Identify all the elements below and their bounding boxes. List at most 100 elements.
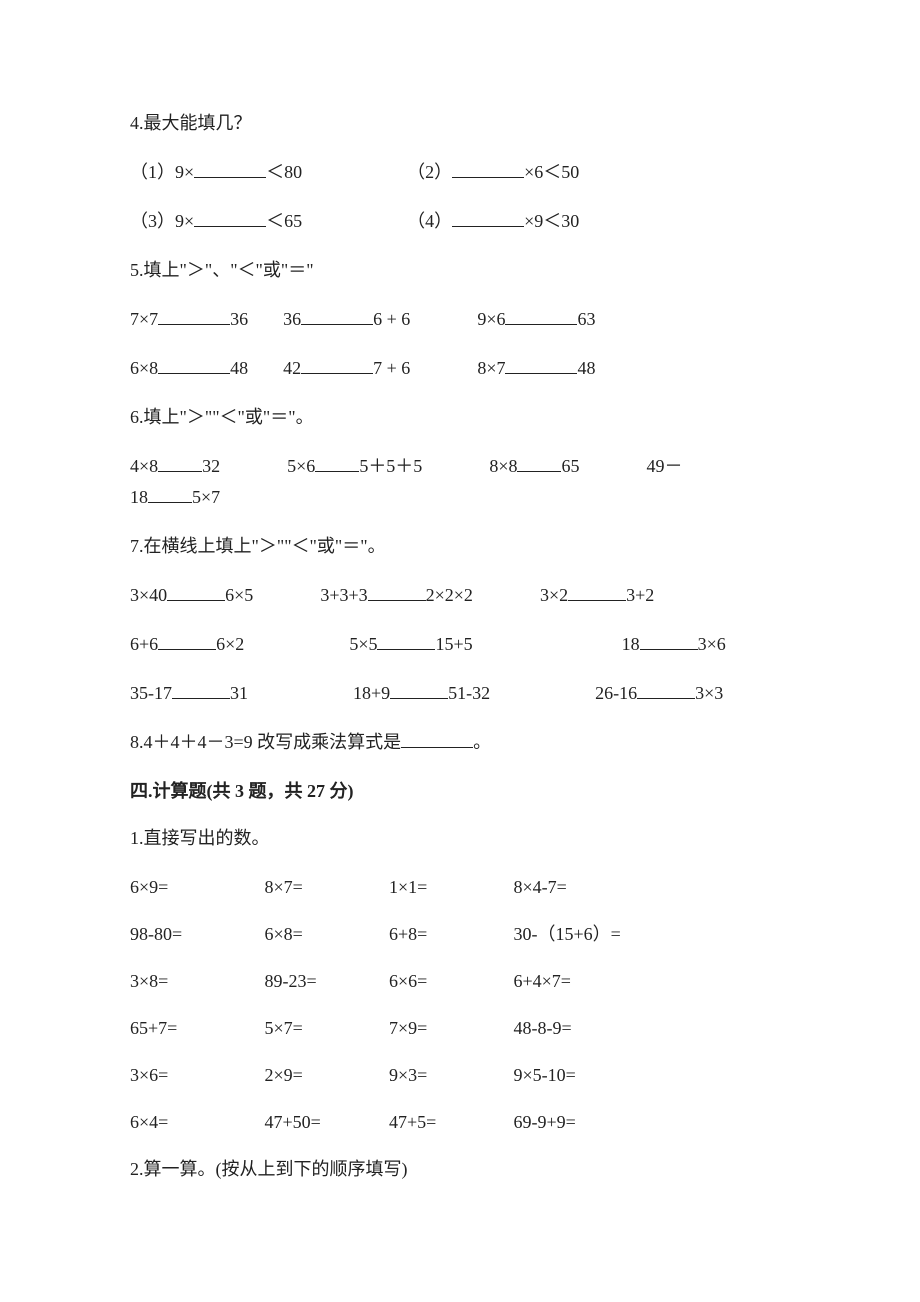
q5-r1-blank-c[interactable]: [505, 306, 577, 325]
calc1-r2-c0: 3×8=: [130, 968, 260, 995]
q5-r2-b-right: 7 + 6: [373, 358, 410, 378]
q6-row2: 18 5×7: [130, 484, 790, 511]
q5-r2-blank-c[interactable]: [505, 355, 577, 374]
q6-r2-blank[interactable]: [148, 484, 192, 503]
calc1-r1-c0: 98-80=: [130, 921, 260, 948]
calc1-title: 1.直接写出的数。: [130, 825, 790, 852]
q7-r2-blank-a[interactable]: [158, 631, 216, 650]
q7-r3-a-left: 35-17: [130, 683, 172, 703]
q5-r1-c-left: 9×6: [477, 309, 505, 329]
calc1-r3-c0: 65+7=: [130, 1015, 260, 1042]
q7-r3-b-right: 51-32: [448, 683, 490, 703]
q6-r1-blank-a[interactable]: [158, 453, 202, 472]
q5-r2-a-right: 48: [230, 358, 248, 378]
calc1-r5-c0: 6×4=: [130, 1109, 260, 1136]
q4-item3-tail: ＜65: [266, 211, 302, 231]
q7-r3-blank-a[interactable]: [172, 680, 230, 699]
calc1-r5-c3: 69-9+9=: [514, 1109, 576, 1136]
q6-title: 6.填上"＞""＜"或"＝"。: [130, 404, 790, 431]
q8-text-after: 。: [473, 732, 491, 752]
q7-r1-b-right: 2×2×2: [426, 585, 473, 605]
calc1-row-1: 98-80= 6×8= 6+8= 30-（15+6）=: [130, 921, 790, 948]
q7-r2-a-right: 6×2: [216, 634, 244, 654]
q4-item2-label: （2）: [407, 162, 452, 182]
q6-r2-right: 5×7: [192, 487, 220, 507]
calc1-row-5: 6×4= 47+50= 47+5= 69-9+9=: [130, 1109, 790, 1136]
q5-r2-b-left: 42: [283, 358, 301, 378]
q5-row1: 7×736 366 + 6 9×663: [130, 306, 790, 333]
calc2-title: 2.算一算。(按从上到下的顺序填写): [130, 1156, 790, 1183]
calc1-r1-c1: 6×8=: [265, 921, 385, 948]
q5-r2-c-left: 8×7: [477, 358, 505, 378]
q8-line: 8.4＋4＋4－3=9 改写成乘法算式是 。: [130, 729, 790, 756]
q7-r2-a-left: 6+6: [130, 634, 158, 654]
q5-row2: 6×848 427 + 6 8×748: [130, 355, 790, 382]
calc1-r5-c1: 47+50=: [265, 1109, 385, 1136]
q5-r2-c-right: 48: [577, 358, 595, 378]
q7-r3-c-left: 26-16: [595, 683, 637, 703]
q6-r1-c-right: 65: [561, 456, 579, 476]
q4-row2: （3）9×＜65 （4）×9＜30: [130, 208, 790, 235]
q4-blank-1[interactable]: [194, 159, 266, 178]
q8-blank[interactable]: [401, 729, 473, 748]
q4-blank-4[interactable]: [452, 208, 524, 227]
q4-blank-2[interactable]: [452, 159, 524, 178]
q5-r2-blank-b[interactable]: [301, 355, 373, 374]
calc1-r3-c1: 5×7=: [265, 1015, 385, 1042]
q7-r3-b-left: 18+9: [353, 683, 390, 703]
q5-title: 5.填上"＞"、"＜"或"＝": [130, 257, 790, 284]
q6-r1-b-left: 5×6: [287, 456, 315, 476]
q5-r2-blank-a[interactable]: [158, 355, 230, 374]
q4-title: 4.最大能填几？: [130, 110, 790, 137]
q7-r1-c-left: 3×2: [540, 585, 568, 605]
calc1-row-4: 3×6= 2×9= 9×3= 9×5-10=: [130, 1062, 790, 1089]
q5-r1-c-right: 63: [577, 309, 595, 329]
calc1-r4-c0: 3×6=: [130, 1062, 260, 1089]
q5-r1-a-right: 36: [230, 309, 248, 329]
q4-item1-label: （1）9×: [130, 162, 194, 182]
q7-r1-blank-b[interactable]: [368, 582, 426, 601]
q6-r1-a-left: 4×8: [130, 456, 158, 476]
q6-r1-d-left: 49－: [646, 456, 682, 476]
q7-r1-a-right: 6×5: [225, 585, 253, 605]
q6-r2-left: 18: [130, 487, 148, 507]
q7-r3-a-right: 31: [230, 683, 248, 703]
q7-row3: 35-17 31 18+9 51-32 26-16 3×3: [130, 680, 790, 707]
q7-r2-blank-b[interactable]: [377, 631, 435, 650]
q7-r3-c-right: 3×3: [695, 683, 723, 703]
q5-r1-a-left: 7×7: [130, 309, 158, 329]
calc1-r2-c3: 6+4×7=: [514, 968, 571, 995]
calc1-r2-c1: 89-23=: [265, 968, 385, 995]
q6-r1-blank-c[interactable]: [517, 453, 561, 472]
q7-r2-c-left: 18: [622, 634, 640, 654]
calc1-row-2: 3×8= 89-23= 6×6= 6+4×7=: [130, 968, 790, 995]
calc1-r0-c1: 8×7=: [265, 874, 385, 901]
q6-r1-blank-b[interactable]: [315, 453, 359, 472]
q7-r1-blank-a[interactable]: [167, 582, 225, 601]
q5-r1-blank-a[interactable]: [158, 306, 230, 325]
calc1-r3-c2: 7×9=: [389, 1015, 509, 1042]
q5-r1-blank-b[interactable]: [301, 306, 373, 325]
q7-row1: 3×406×5 3+3+32×2×2 3×23+2: [130, 582, 790, 609]
q6-r1-b-right: 5＋5＋5: [359, 456, 422, 476]
calc1-row-3: 65+7= 5×7= 7×9= 48-8-9=: [130, 1015, 790, 1042]
section4-title: 四.计算题(共 3 题，共 27 分): [130, 778, 790, 805]
q7-r2-blank-c[interactable]: [640, 631, 698, 650]
q8-text-before: 8.4＋4＋4－3=9 改写成乘法算式是: [130, 732, 401, 752]
q6-r1-a-right: 32: [202, 456, 220, 476]
q4-row1: （1）9×＜80 （2）×6＜50: [130, 159, 790, 186]
q7-r3-blank-b[interactable]: [390, 680, 448, 699]
q4-item2-tail: ×6＜50: [524, 162, 579, 182]
calc1-r5-c2: 47+5=: [389, 1109, 509, 1136]
calc1-r4-c3: 9×5-10=: [514, 1062, 576, 1089]
calc1-r0-c0: 6×9=: [130, 874, 260, 901]
q5-r1-b-right: 6 + 6: [373, 309, 410, 329]
q7-r3-blank-c[interactable]: [637, 680, 695, 699]
q4-item3-label: （3）9×: [130, 211, 194, 231]
q7-r1-blank-c[interactable]: [568, 582, 626, 601]
q4-blank-3[interactable]: [194, 208, 266, 227]
worksheet-page: 4.最大能填几？ （1）9×＜80 （2）×6＜50 （3）9×＜65 （4）×…: [0, 0, 920, 1302]
q7-r2-b-left: 5×5: [349, 634, 377, 654]
q7-row2: 6+66×2 5×515+5 183×6: [130, 631, 790, 658]
calc1-r2-c2: 6×6=: [389, 968, 509, 995]
